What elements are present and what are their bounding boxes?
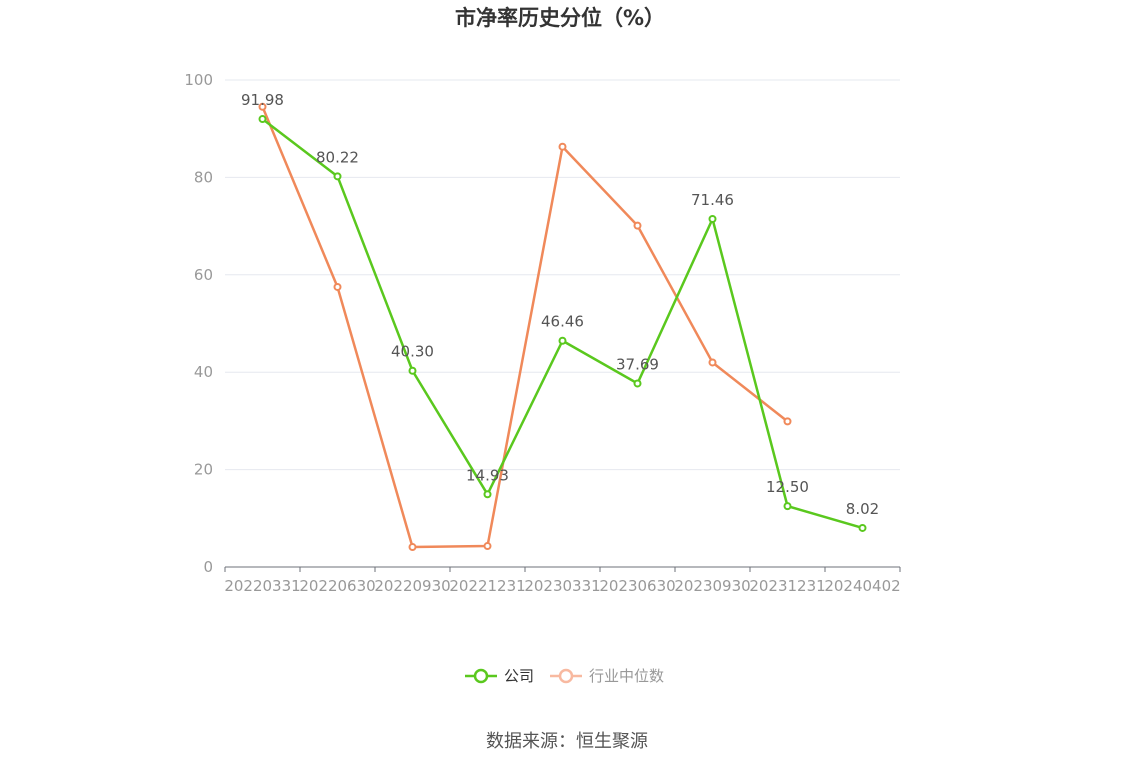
x-tick-label: 20230930 <box>674 577 750 595</box>
y-tick-label: 80 <box>194 168 213 186</box>
data-point[interactable] <box>258 102 267 111</box>
data-label: 8.02 <box>846 500 879 518</box>
data-label: 91.98 <box>241 91 284 109</box>
series-layer <box>258 102 867 552</box>
data-point[interactable] <box>333 172 342 181</box>
data-point[interactable] <box>333 282 342 291</box>
data-point[interactable] <box>708 358 717 367</box>
data-point[interactable] <box>633 379 642 388</box>
data-point[interactable] <box>483 490 492 499</box>
x-tick-label: 20221231 <box>449 577 525 595</box>
data-label: 40.30 <box>391 343 434 361</box>
data-labels: 91.98 80.22 40.30 14.93 46.46 37.69 71.46 12.50… <box>241 91 879 518</box>
data-point[interactable] <box>783 417 792 426</box>
data-point[interactable] <box>408 366 417 375</box>
y-axis: 0 20 40 60 80 100 <box>184 71 213 576</box>
data-point[interactable] <box>708 214 717 223</box>
x-tick-label: 20220630 <box>299 577 375 595</box>
y-tick-label: 100 <box>184 71 213 89</box>
legend-label: 行业中位数 <box>589 667 664 685</box>
legend-swatch-marker <box>473 668 489 684</box>
data-label: 37.69 <box>616 355 659 373</box>
y-tick-label: 0 <box>203 558 213 576</box>
data-point[interactable] <box>258 115 267 124</box>
chart-title: 市净率历史分位（%） <box>455 6 665 30</box>
y-tick-label: 60 <box>194 266 213 284</box>
grid <box>225 79 900 471</box>
legend-item-1[interactable]: 行业中位数 <box>550 667 664 685</box>
data-point[interactable] <box>483 542 492 551</box>
y-tick-label: 20 <box>194 461 213 479</box>
data-point[interactable] <box>633 221 642 230</box>
data-label: 71.46 <box>691 191 734 209</box>
x-tick-label: 20231231 <box>749 577 825 595</box>
data-point[interactable] <box>408 543 417 552</box>
data-label: 46.46 <box>541 313 584 331</box>
source-note: 数据来源：恒生聚源 <box>486 731 648 752</box>
legend[interactable]: 公司 行业中位数 <box>465 667 664 685</box>
data-point[interactable] <box>858 523 867 532</box>
data-label: 12.50 <box>766 478 809 496</box>
x-tick-label: 20220930 <box>374 577 450 595</box>
data-point[interactable] <box>558 142 567 151</box>
x-tick-label: 20220331 <box>224 577 300 595</box>
legend-label: 公司 <box>504 667 534 685</box>
data-point[interactable] <box>558 336 567 345</box>
x-tick-label: 20240402 <box>824 577 900 595</box>
legend-item-0[interactable]: 公司 <box>465 667 534 685</box>
series-line-1 <box>261 106 789 549</box>
legend-swatch-marker <box>558 668 574 684</box>
y-tick-label: 40 <box>194 363 213 381</box>
data-label: 80.22 <box>316 148 359 166</box>
data-point[interactable] <box>783 502 792 511</box>
data-label: 14.93 <box>466 466 509 484</box>
x-tick-label: 20230630 <box>599 577 675 595</box>
x-axis: 2022033120220630202209302022123120230331… <box>224 566 901 595</box>
x-tick-label: 20230331 <box>524 577 600 595</box>
